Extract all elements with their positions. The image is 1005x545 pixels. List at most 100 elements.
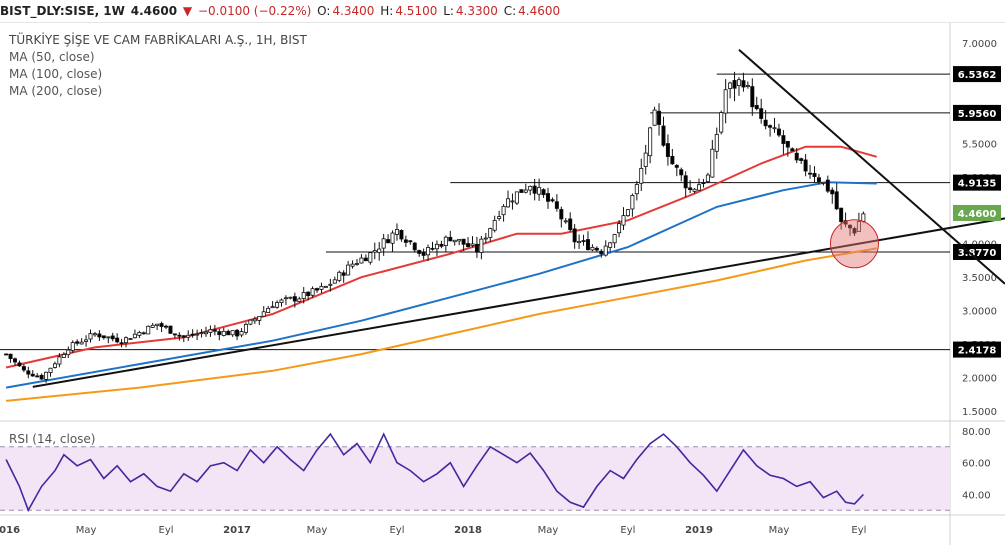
ma-line xyxy=(6,247,877,402)
candle-body xyxy=(261,311,266,317)
candle-body xyxy=(146,325,151,335)
candle-body xyxy=(452,239,457,243)
candle-body xyxy=(754,105,759,110)
candle-body xyxy=(92,333,97,336)
candle-body xyxy=(474,243,479,253)
chart-canvas[interactable]: 1.50002.00002.50003.00003.50004.00004.50… xyxy=(0,23,1005,545)
candle-body xyxy=(394,229,399,235)
candle-body xyxy=(181,335,186,338)
highlight-circle xyxy=(829,219,879,269)
time-tick-label: May xyxy=(538,525,559,536)
candle-body xyxy=(439,243,444,247)
candle-body xyxy=(88,333,93,340)
candle-body xyxy=(21,366,26,371)
price-tick-label: 1.5000 xyxy=(962,407,997,418)
candle-body xyxy=(830,189,835,195)
candle-body xyxy=(554,201,559,209)
rsi-tick-label: 80.00 xyxy=(962,427,991,438)
candle-body xyxy=(545,193,550,202)
candle-body xyxy=(421,251,426,256)
candle-body xyxy=(319,285,324,290)
candle-body xyxy=(30,373,35,377)
time-tick-label: Eyl xyxy=(389,525,404,536)
candle-body xyxy=(856,221,861,232)
candle-body xyxy=(559,209,564,220)
candle-body xyxy=(577,241,582,244)
candle-body xyxy=(310,288,315,296)
low-value: 4.3300 xyxy=(455,4,498,18)
candle-body xyxy=(661,125,666,146)
candle-body xyxy=(816,177,821,183)
candle-body xyxy=(634,184,639,195)
last-price-badge xyxy=(953,204,1001,221)
candle-body xyxy=(235,329,240,337)
candle-body xyxy=(652,109,657,126)
candle-body xyxy=(266,307,271,313)
candle-body xyxy=(350,263,355,267)
candle-body xyxy=(372,250,377,253)
last-price: 4.4600 xyxy=(130,4,178,18)
candle-body xyxy=(66,349,71,356)
price-tick-label: 3.5000 xyxy=(962,273,997,284)
candle-body xyxy=(608,242,613,248)
candle-body xyxy=(159,323,164,327)
candle-body xyxy=(697,184,702,191)
candle-body xyxy=(115,337,120,343)
level-badge-label: 2.4178 xyxy=(958,346,997,357)
candle-body xyxy=(585,239,590,251)
symbol-header: BIST_DLY:SISE, 1W 4.4600 ▼ −0.0100 (−0.2… xyxy=(0,0,1005,23)
rsi-tick-label: 60.00 xyxy=(962,459,991,470)
candle-body xyxy=(61,354,66,358)
candle-body xyxy=(417,250,422,254)
close-label: C: xyxy=(503,4,517,18)
candle-body xyxy=(532,185,537,194)
legend-ma50[interactable]: MA (50, close) xyxy=(9,50,95,64)
candle-body xyxy=(48,367,53,373)
candle-body xyxy=(603,245,608,256)
rsi-legend[interactable]: RSI (14, close) xyxy=(9,432,96,446)
candle-body xyxy=(141,332,146,335)
candle-body xyxy=(390,232,395,244)
legend-ma200[interactable]: MA (200, close) xyxy=(9,84,103,98)
candle-body xyxy=(590,246,595,251)
legend-ma100[interactable]: MA (100, close) xyxy=(9,67,103,81)
candle-body xyxy=(514,191,519,204)
candle-body xyxy=(257,315,262,321)
time-tick-label: Eyl xyxy=(851,525,866,536)
candle-body xyxy=(501,205,506,216)
candle-body xyxy=(164,325,169,328)
candle-body xyxy=(377,248,382,253)
candle-body xyxy=(736,79,741,87)
symbol-name[interactable]: BIST_DLY:SISE, 1W xyxy=(0,4,125,18)
candle-body xyxy=(52,363,57,368)
candle-body xyxy=(168,325,173,334)
candle-body xyxy=(132,333,137,339)
candle-body xyxy=(248,319,253,325)
candle-body xyxy=(510,200,515,203)
candle-body xyxy=(137,332,142,336)
time-tick-label: 2019 xyxy=(685,525,713,536)
candle-body xyxy=(315,288,320,291)
candle-body xyxy=(701,182,706,185)
candle-body xyxy=(483,237,488,240)
open-label: O: xyxy=(317,4,331,18)
rsi-tick-label: 40.00 xyxy=(962,490,991,501)
candle-body xyxy=(363,257,368,262)
candle-body xyxy=(506,198,511,208)
candle-body xyxy=(8,353,13,359)
candle-body xyxy=(657,110,662,125)
candle-body xyxy=(426,247,431,256)
level-badge-label: 5.9560 xyxy=(958,109,997,120)
down-arrow-icon: ▼ xyxy=(182,4,193,18)
resistance-trendline xyxy=(738,49,1005,285)
rsi-band xyxy=(0,446,950,511)
candle-body xyxy=(381,238,386,249)
close-value: 4.4600 xyxy=(518,4,561,18)
candle-body xyxy=(243,323,248,333)
candle-body xyxy=(528,185,533,191)
high-value: 4.5100 xyxy=(395,4,438,18)
candle-body xyxy=(275,302,280,308)
candle-body xyxy=(359,257,364,264)
candle-body xyxy=(572,228,577,243)
candle-body xyxy=(612,234,617,244)
